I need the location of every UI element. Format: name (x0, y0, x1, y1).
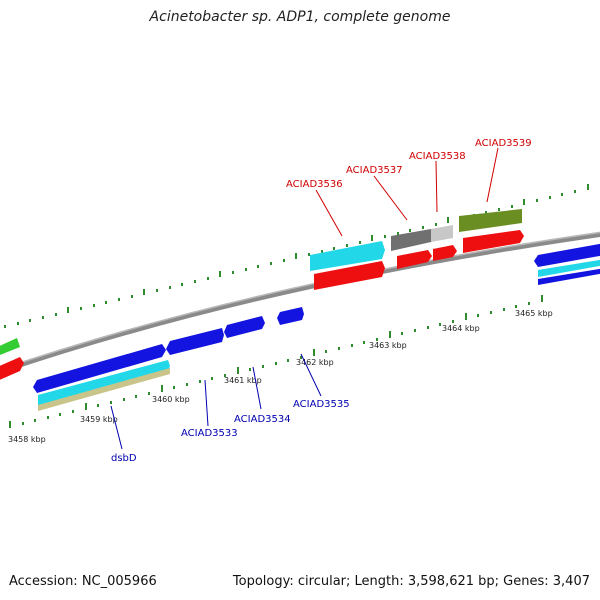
kbp-label: 3460 kbp (152, 395, 190, 404)
kbp-label: 3464 kbp (442, 324, 480, 333)
accession-text: Accession: NC_005966 (9, 574, 157, 589)
gene-label: ACIAD3539 (475, 138, 532, 149)
gene-label: ACIAD3536 (286, 179, 343, 190)
gene-arrow-blue (166, 328, 224, 355)
kbp-label: 3459 kbp (80, 415, 118, 424)
genome-backbone (0, 231, 600, 375)
gene-arrow-cyan (310, 241, 385, 271)
gene-arrow-blue (33, 344, 166, 393)
gene-block-lightgray (431, 225, 453, 242)
gene-arrow-red (433, 245, 457, 261)
kbp-labels: 3458 kbp 3459 kbp 3460 kbp 3461 kbp 3462… (8, 309, 553, 444)
gene-arrow-blue (277, 307, 304, 325)
gene-labels-bottom: dsbD ACIAD3533 ACIAD3534 ACIAD3535 (110, 353, 350, 464)
kbp-label: 3458 kbp (8, 435, 46, 444)
gene-arrow-red (0, 357, 24, 380)
gene-arrow-green (0, 338, 20, 355)
gene-arrow-red (397, 250, 432, 269)
kbp-label: 3465 kbp (515, 309, 553, 318)
gene-bar-cyan (538, 259, 600, 277)
gene-arrow-red (314, 261, 385, 290)
gene-block-olive (459, 209, 522, 232)
gene-block-gray (391, 229, 431, 251)
gene-label: ACIAD3534 (234, 414, 291, 425)
gene-bar-tan (38, 368, 170, 411)
gene-label: ACIAD3533 (181, 428, 238, 439)
genome-stats-text: Topology: circular; Length: 3,598,621 bp… (232, 574, 590, 589)
outer-tick-row (4, 184, 589, 328)
kbp-label: 3462 kbp (296, 358, 334, 367)
gene-label: ACIAD3537 (346, 165, 403, 176)
gene-labels-top: ACIAD3536 ACIAD3537 ACIAD3538 ACIAD3539 (286, 138, 532, 237)
map-title: Acinetobacter sp. ADP1, complete genome (149, 9, 451, 25)
gene-arrow-red (463, 230, 524, 253)
gene-label: dsbD (111, 453, 137, 464)
genes-forward[interactable] (0, 209, 600, 411)
kbp-label: 3461 kbp (224, 376, 262, 385)
gene-label: ACIAD3535 (293, 399, 350, 410)
gene-arrow-blue (534, 243, 600, 267)
gene-arrow-blue (224, 316, 265, 338)
kbp-label: 3463 kbp (369, 341, 407, 350)
gene-arrow-cyan (38, 360, 170, 407)
gene-label: ACIAD3538 (409, 151, 466, 162)
gene-bar-blue (538, 268, 600, 285)
inner-tick-row (9, 295, 543, 428)
